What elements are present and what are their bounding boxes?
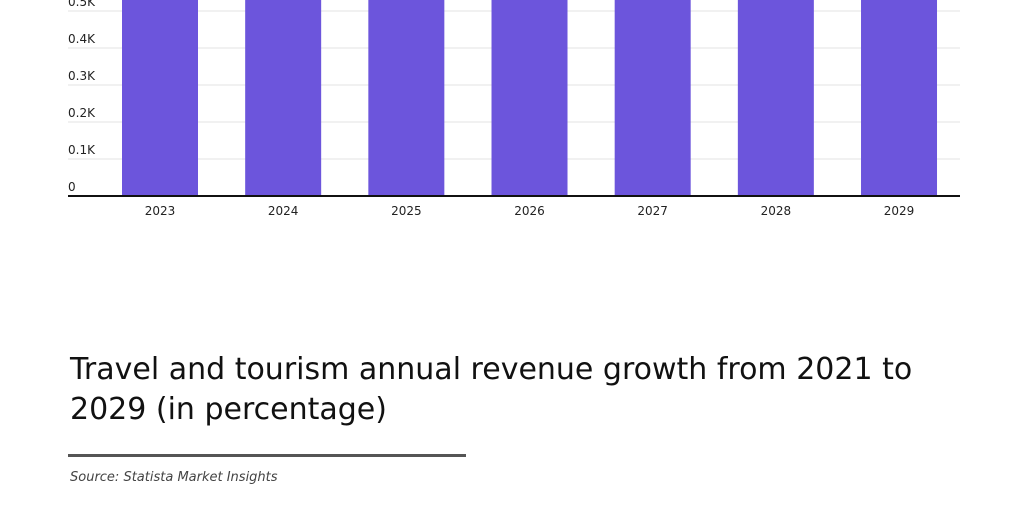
bar-2024 [245,0,322,196]
bar-2025 [368,0,445,196]
bar-2029 [861,0,938,196]
x-tick-label: 2025 [391,204,422,218]
x-tick-label: 2023 [145,204,176,218]
y-axis-ticks: 0 0.1K 0.2K 0.3K 0.4K 0.5K [68,0,96,194]
x-tick-label: 2024 [268,204,299,218]
x-axis-ticks: 2023 2024 2025 2026 2027 2028 2029 [145,204,915,218]
x-tick-label: 2027 [637,204,668,218]
bar-chart: 00.1K0.2K0.3K0.4K0.5K 2023 2024 2025 2026 20… [68,0,960,218]
x-tick-label: 2028 [761,204,792,218]
x-tick-label: 2026 [514,204,545,218]
bars [122,0,938,196]
chart-title: Travel and tourism annual revenue growth… [70,352,913,427]
bar-2023 [122,0,198,196]
y-tick-label: 0.3K [68,69,96,83]
y-tick-label: 0.1K [68,143,96,157]
y-tick-label: 0.5K [68,0,96,9]
y-tick-label: 0.2K [68,106,96,120]
bar-2028 [737,0,814,196]
bar-2027 [614,0,691,196]
bar-2026 [491,0,568,196]
y-tick-label: 0.4K [68,32,96,46]
y-tick-label: 0 [68,180,76,194]
title-divider [68,454,466,457]
source-note: Source: Statista Market Insights [70,470,278,485]
x-tick-label: 2029 [884,204,915,218]
